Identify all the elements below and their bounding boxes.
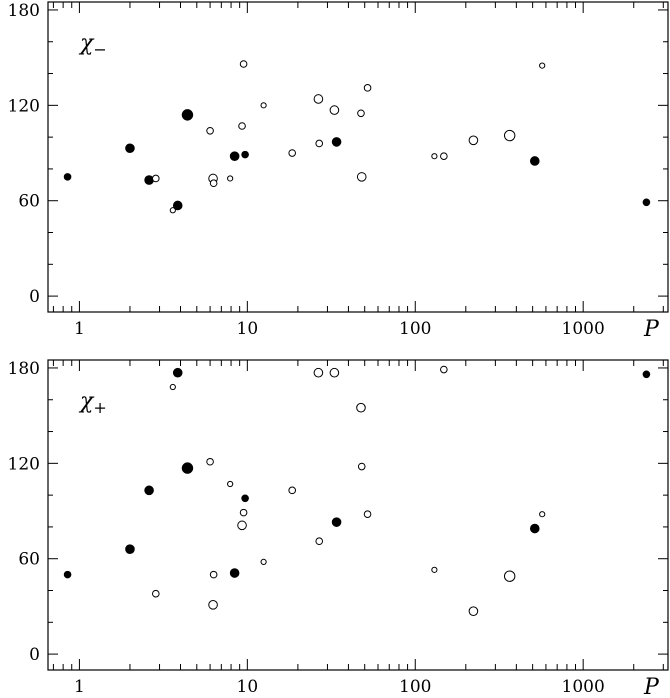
data-point-filled <box>172 367 183 378</box>
data-point-open <box>227 175 234 182</box>
data-point-filled <box>642 370 651 379</box>
data-point-filled <box>229 151 240 162</box>
data-point-open <box>503 570 516 582</box>
y-tick-labels: 0 60 120 180 <box>8 1 40 307</box>
data-points <box>63 60 651 214</box>
data-point-filled <box>229 568 240 578</box>
data-point-open <box>431 153 438 160</box>
data-point-open <box>237 520 247 531</box>
panel-chi-plus: 0 60 120 180 1 10 100 1000 χ+ P <box>8 359 669 698</box>
data-point-open <box>440 365 448 374</box>
data-point-open <box>329 367 340 378</box>
data-point-open <box>208 600 218 610</box>
data-point-filled <box>144 175 154 185</box>
x-tick-label: 100 <box>399 677 431 697</box>
data-point-filled <box>181 462 194 474</box>
data-point-open <box>239 60 248 68</box>
plot-frame <box>47 1 669 313</box>
data-point-open <box>288 486 296 495</box>
panel-label-symbol: χ <box>78 31 95 56</box>
y-tick-label: 60 <box>18 550 40 570</box>
data-point-filled <box>241 494 249 503</box>
data-point-filled <box>172 200 183 211</box>
data-point-open <box>313 367 324 378</box>
x-tick-labels: 1 10 100 1000 <box>74 677 605 697</box>
data-point-open <box>315 537 324 546</box>
panel-label-subscript: − <box>93 40 106 59</box>
data-point-open <box>288 149 296 157</box>
data-point-open <box>169 207 176 214</box>
data-point-open <box>539 62 546 69</box>
x-axis-label: P <box>643 317 660 342</box>
data-point-filled <box>529 523 540 534</box>
y-tick-label: 180 <box>8 359 40 379</box>
data-point-open <box>315 139 324 148</box>
data-point-filled <box>144 485 154 496</box>
y-tick-label: 180 <box>8 1 40 21</box>
y-tick-label: 120 <box>8 96 40 116</box>
data-point-open <box>209 570 218 579</box>
panel-label: χ− <box>78 31 107 59</box>
y-tick-labels: 0 60 120 180 <box>8 359 40 665</box>
data-point-filled <box>181 109 194 121</box>
y-tick-label: 60 <box>18 192 40 212</box>
data-point-open <box>357 462 366 471</box>
data-point-open <box>206 126 214 135</box>
data-point-open <box>209 179 218 188</box>
data-point-open <box>329 105 340 115</box>
panel-chi-minus: 0 60 120 180 1 10 100 1000 χ− P <box>8 1 669 342</box>
data-point-open <box>169 383 176 391</box>
data-point-open <box>227 480 234 488</box>
data-point-open <box>260 558 267 565</box>
data-point-open <box>356 172 367 182</box>
data-point-open <box>356 402 366 413</box>
data-point-filled <box>125 544 135 554</box>
data-point-filled <box>63 570 72 579</box>
x-tick-label: 10 <box>237 319 259 339</box>
data-points <box>63 365 651 616</box>
data-point-open <box>313 94 324 104</box>
x-tick-label: 1 <box>74 319 85 339</box>
x-tick-label: 1 <box>74 677 85 697</box>
panel-label-subscript: + <box>93 398 106 417</box>
data-point-open <box>206 457 214 466</box>
data-point-filled <box>331 517 342 527</box>
x-tick-label: 1000 <box>562 677 605 697</box>
data-point-open <box>539 511 546 518</box>
axis-ticks <box>48 360 668 670</box>
data-point-open <box>151 589 160 598</box>
data-point-open <box>238 122 246 130</box>
data-point-filled <box>125 143 135 154</box>
data-point-filled <box>642 198 651 207</box>
x-tick-labels: 1 10 100 1000 <box>74 319 605 339</box>
data-point-filled <box>241 150 249 159</box>
y-tick-label: 120 <box>8 454 40 474</box>
data-point-open <box>260 102 267 109</box>
data-point-open <box>431 566 438 573</box>
axis-ticks <box>48 2 668 312</box>
data-point-open <box>503 129 516 142</box>
data-point-open <box>363 510 372 519</box>
data-point-open <box>468 606 479 616</box>
data-point-filled <box>63 173 72 181</box>
plot-frame <box>47 359 669 671</box>
data-point-filled <box>331 137 342 147</box>
data-point-open <box>357 109 365 118</box>
data-point-open <box>239 508 248 517</box>
panel-label: χ+ <box>78 389 107 417</box>
x-tick-label: 1000 <box>562 319 605 339</box>
x-tick-label: 10 <box>237 677 259 697</box>
data-point-filled <box>529 156 540 166</box>
y-tick-label: 0 <box>29 287 40 307</box>
data-point-open <box>468 135 479 146</box>
data-point-open <box>151 174 160 183</box>
data-point-open <box>363 84 372 92</box>
panel-label-symbol: χ <box>78 389 95 414</box>
y-tick-label: 0 <box>29 645 40 665</box>
x-axis-label: P <box>643 675 660 698</box>
data-point-open <box>440 152 448 161</box>
x-tick-label: 100 <box>399 319 431 339</box>
